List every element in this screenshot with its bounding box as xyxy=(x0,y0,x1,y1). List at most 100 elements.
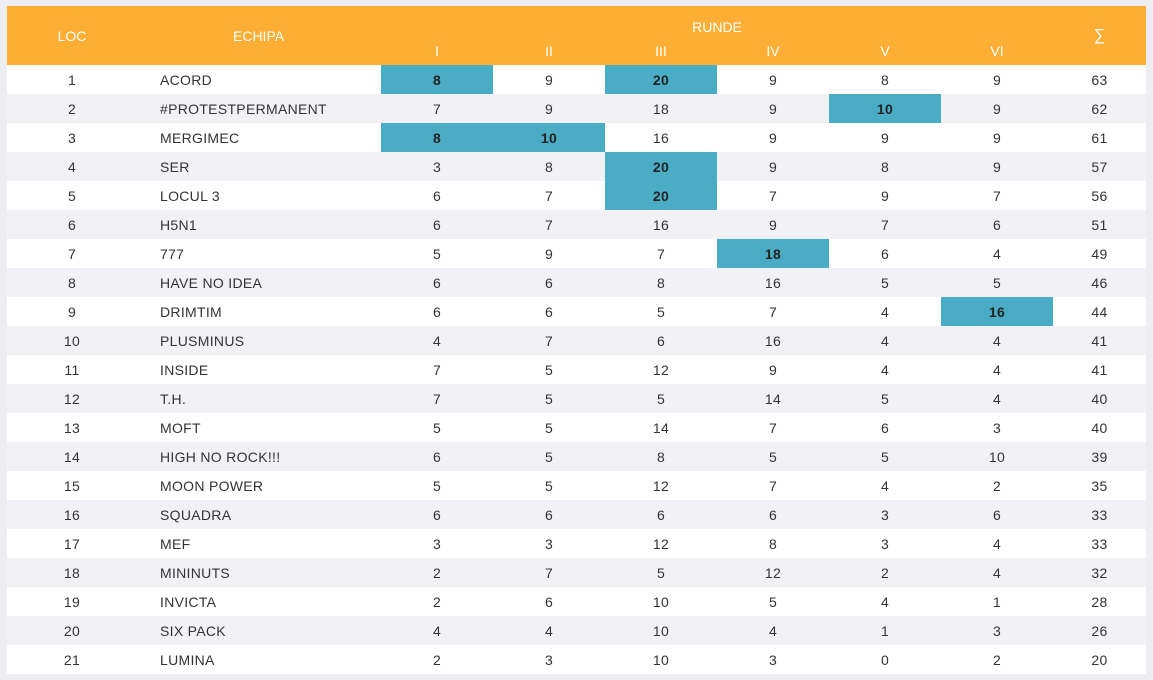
row-score-round-4: 9 xyxy=(717,210,829,239)
header-round-3: III xyxy=(605,37,717,65)
row-score-round-2: 5 xyxy=(493,355,605,384)
row-total: 33 xyxy=(1053,529,1146,558)
row-total: 28 xyxy=(1053,587,1146,616)
row-score-round-6: 2 xyxy=(941,471,1053,500)
row-total: 51 xyxy=(1053,210,1146,239)
row-score-round-3: 7 xyxy=(605,239,717,268)
row-loc: 3 xyxy=(7,123,137,152)
row-score-round-5: 4 xyxy=(829,297,941,326)
row-team: INVICTA xyxy=(137,587,381,616)
row-score-round-3: 16 xyxy=(605,210,717,239)
row-score-round-1: 8 xyxy=(381,65,493,94)
row-score-round-5: 8 xyxy=(829,152,941,181)
row-total: 33 xyxy=(1053,500,1146,529)
row-score-round-6: 6 xyxy=(941,210,1053,239)
row-score-round-1: 6 xyxy=(381,268,493,297)
row-score-round-3: 20 xyxy=(605,152,717,181)
row-loc: 17 xyxy=(7,529,137,558)
row-score-round-4: 5 xyxy=(717,442,829,471)
row-score-round-5: 4 xyxy=(829,587,941,616)
row-team: 777 xyxy=(137,239,381,268)
row-score-round-6: 4 xyxy=(941,355,1053,384)
row-loc: 5 xyxy=(7,181,137,210)
header-round-5: V xyxy=(829,37,941,65)
table-row: 11 INSIDE 7 5 12 9 4 4 41 xyxy=(7,355,1146,384)
row-team: SIX PACK xyxy=(137,616,381,645)
table-row: 4 SER 3 8 20 9 8 9 57 xyxy=(7,152,1146,181)
row-total: 26 xyxy=(1053,616,1146,645)
row-score-round-4: 6 xyxy=(717,500,829,529)
row-score-round-5: 10 xyxy=(829,94,941,123)
row-score-round-5: 8 xyxy=(829,65,941,94)
row-team: HIGH NO ROCK!!! xyxy=(137,442,381,471)
row-score-round-3: 12 xyxy=(605,355,717,384)
row-score-round-6: 4 xyxy=(941,558,1053,587)
row-total: 63 xyxy=(1053,65,1146,94)
table-row: 2 #PROTESTPERMANENT 7 9 18 9 10 9 62 xyxy=(7,94,1146,123)
row-score-round-3: 10 xyxy=(605,587,717,616)
row-score-round-2: 8 xyxy=(493,152,605,181)
row-loc: 2 xyxy=(7,94,137,123)
table-row: 13 MOFT 5 5 14 7 6 3 40 xyxy=(7,413,1146,442)
row-loc: 7 xyxy=(7,239,137,268)
table-row: 5 LOCUL 3 6 7 20 7 9 7 56 xyxy=(7,181,1146,210)
row-score-round-2: 6 xyxy=(493,297,605,326)
row-score-round-1: 7 xyxy=(381,384,493,413)
row-score-round-4: 4 xyxy=(717,616,829,645)
row-score-round-2: 7 xyxy=(493,326,605,355)
row-total: 32 xyxy=(1053,558,1146,587)
row-score-round-5: 9 xyxy=(829,181,941,210)
header-team: ECHIPA xyxy=(137,6,381,65)
table-row: 9 DRIMTIM 6 6 5 7 4 16 44 xyxy=(7,297,1146,326)
row-score-round-3: 10 xyxy=(605,645,717,674)
row-score-round-6: 16 xyxy=(941,297,1053,326)
row-score-round-2: 10 xyxy=(493,123,605,152)
row-team: LUMINA xyxy=(137,645,381,674)
row-score-round-1: 6 xyxy=(381,181,493,210)
row-score-round-1: 4 xyxy=(381,326,493,355)
row-loc: 10 xyxy=(7,326,137,355)
row-loc: 9 xyxy=(7,297,137,326)
row-total: 41 xyxy=(1053,355,1146,384)
row-score-round-5: 5 xyxy=(829,384,941,413)
row-score-round-3: 5 xyxy=(605,558,717,587)
row-loc: 12 xyxy=(7,384,137,413)
row-score-round-5: 3 xyxy=(829,500,941,529)
row-score-round-1: 5 xyxy=(381,471,493,500)
row-score-round-1: 3 xyxy=(381,529,493,558)
row-score-round-6: 7 xyxy=(941,181,1053,210)
row-loc: 19 xyxy=(7,587,137,616)
row-score-round-1: 6 xyxy=(381,297,493,326)
row-score-round-5: 7 xyxy=(829,210,941,239)
header-round-4: IV xyxy=(717,37,829,65)
row-score-round-6: 4 xyxy=(941,239,1053,268)
row-score-round-2: 5 xyxy=(493,413,605,442)
row-score-round-3: 16 xyxy=(605,123,717,152)
row-team: MEF xyxy=(137,529,381,558)
row-total: 49 xyxy=(1053,239,1146,268)
header-round-1: I xyxy=(381,37,493,65)
row-total: 40 xyxy=(1053,384,1146,413)
row-score-round-2: 9 xyxy=(493,94,605,123)
row-score-round-1: 2 xyxy=(381,587,493,616)
row-team: MERGIMEC xyxy=(137,123,381,152)
row-score-round-1: 3 xyxy=(381,152,493,181)
row-score-round-1: 6 xyxy=(381,442,493,471)
row-team: #PROTESTPERMANENT xyxy=(137,94,381,123)
table-row: 17 MEF 3 3 12 8 3 4 33 xyxy=(7,529,1146,558)
row-score-round-5: 3 xyxy=(829,529,941,558)
row-loc: 14 xyxy=(7,442,137,471)
row-score-round-4: 5 xyxy=(717,587,829,616)
row-score-round-1: 7 xyxy=(381,94,493,123)
table-row: 15 MOON POWER 5 5 12 7 4 2 35 xyxy=(7,471,1146,500)
row-team: LOCUL 3 xyxy=(137,181,381,210)
row-score-round-6: 1 xyxy=(941,587,1053,616)
row-team: SER xyxy=(137,152,381,181)
row-score-round-4: 7 xyxy=(717,297,829,326)
row-total: 57 xyxy=(1053,152,1146,181)
row-score-round-1: 2 xyxy=(381,558,493,587)
row-score-round-2: 5 xyxy=(493,384,605,413)
row-score-round-2: 5 xyxy=(493,442,605,471)
row-loc: 13 xyxy=(7,413,137,442)
row-score-round-5: 0 xyxy=(829,645,941,674)
